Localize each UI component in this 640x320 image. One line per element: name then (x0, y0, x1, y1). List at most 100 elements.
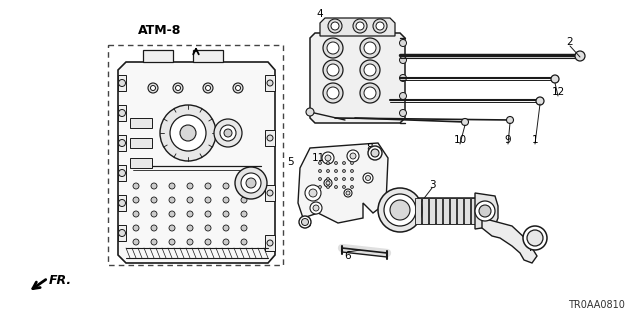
Text: 2: 2 (566, 37, 573, 47)
Circle shape (479, 205, 491, 217)
Circle shape (399, 75, 406, 82)
Circle shape (151, 183, 157, 189)
Circle shape (151, 239, 157, 245)
Circle shape (324, 179, 332, 187)
Circle shape (151, 225, 157, 231)
Circle shape (223, 197, 229, 203)
Circle shape (133, 239, 139, 245)
Circle shape (224, 129, 232, 137)
Circle shape (335, 170, 337, 172)
Circle shape (376, 22, 384, 30)
Circle shape (356, 22, 364, 30)
Polygon shape (193, 50, 223, 62)
Polygon shape (118, 75, 126, 91)
Circle shape (151, 211, 157, 217)
Bar (443, 198, 449, 224)
Bar (422, 198, 428, 224)
Polygon shape (118, 225, 126, 241)
Circle shape (160, 105, 216, 161)
Circle shape (326, 178, 330, 180)
Circle shape (241, 173, 261, 193)
Circle shape (175, 85, 180, 91)
Text: 5: 5 (287, 157, 293, 167)
Circle shape (326, 181, 330, 185)
Circle shape (353, 19, 367, 33)
Circle shape (523, 226, 547, 250)
Circle shape (205, 239, 211, 245)
Circle shape (170, 115, 206, 151)
Circle shape (203, 83, 213, 93)
Circle shape (223, 239, 229, 245)
Circle shape (241, 239, 247, 245)
Circle shape (310, 202, 322, 214)
Polygon shape (310, 33, 405, 123)
Text: TR0AA0810: TR0AA0810 (568, 300, 625, 310)
Text: 10: 10 (453, 135, 467, 145)
Circle shape (350, 153, 356, 159)
Circle shape (363, 173, 373, 183)
Circle shape (390, 200, 410, 220)
Bar (450, 198, 456, 224)
Circle shape (187, 197, 193, 203)
Text: 7: 7 (527, 243, 533, 253)
Circle shape (326, 186, 330, 188)
Text: 9: 9 (505, 135, 511, 145)
Circle shape (214, 119, 242, 147)
Bar (436, 198, 442, 224)
Circle shape (241, 183, 247, 189)
Circle shape (169, 183, 175, 189)
Circle shape (351, 170, 353, 172)
Text: 12: 12 (552, 87, 564, 97)
Circle shape (267, 135, 273, 141)
Circle shape (365, 175, 371, 180)
Circle shape (118, 109, 125, 116)
Polygon shape (265, 130, 275, 146)
Circle shape (306, 108, 314, 116)
Circle shape (551, 75, 559, 83)
Circle shape (246, 178, 256, 188)
Circle shape (351, 162, 353, 164)
Circle shape (331, 22, 339, 30)
Circle shape (205, 85, 211, 91)
Circle shape (309, 189, 317, 197)
Circle shape (575, 51, 585, 61)
Circle shape (335, 178, 337, 180)
Circle shape (360, 83, 380, 103)
Circle shape (399, 92, 406, 100)
Circle shape (148, 83, 158, 93)
Circle shape (169, 239, 175, 245)
Text: 6: 6 (345, 251, 351, 261)
Polygon shape (265, 235, 275, 251)
Circle shape (133, 183, 139, 189)
Circle shape (399, 57, 406, 63)
Circle shape (344, 189, 352, 197)
Circle shape (536, 97, 544, 105)
Circle shape (384, 194, 416, 226)
Circle shape (223, 225, 229, 231)
Bar (130, 138, 152, 148)
Circle shape (335, 162, 337, 164)
Circle shape (118, 79, 125, 86)
Circle shape (323, 60, 343, 80)
Circle shape (527, 230, 543, 246)
Circle shape (327, 64, 339, 76)
Circle shape (368, 146, 382, 160)
Circle shape (169, 225, 175, 231)
Polygon shape (118, 105, 126, 121)
Polygon shape (320, 18, 395, 36)
Circle shape (267, 190, 273, 196)
Circle shape (326, 170, 330, 172)
Circle shape (335, 186, 337, 188)
Polygon shape (118, 135, 126, 151)
Circle shape (187, 239, 193, 245)
Circle shape (319, 170, 321, 172)
Circle shape (118, 229, 125, 236)
Circle shape (187, 183, 193, 189)
Circle shape (187, 225, 193, 231)
Circle shape (360, 60, 380, 80)
Circle shape (399, 109, 406, 116)
Circle shape (351, 178, 353, 180)
Text: 8: 8 (305, 219, 311, 229)
Circle shape (322, 152, 334, 164)
Circle shape (364, 64, 376, 76)
